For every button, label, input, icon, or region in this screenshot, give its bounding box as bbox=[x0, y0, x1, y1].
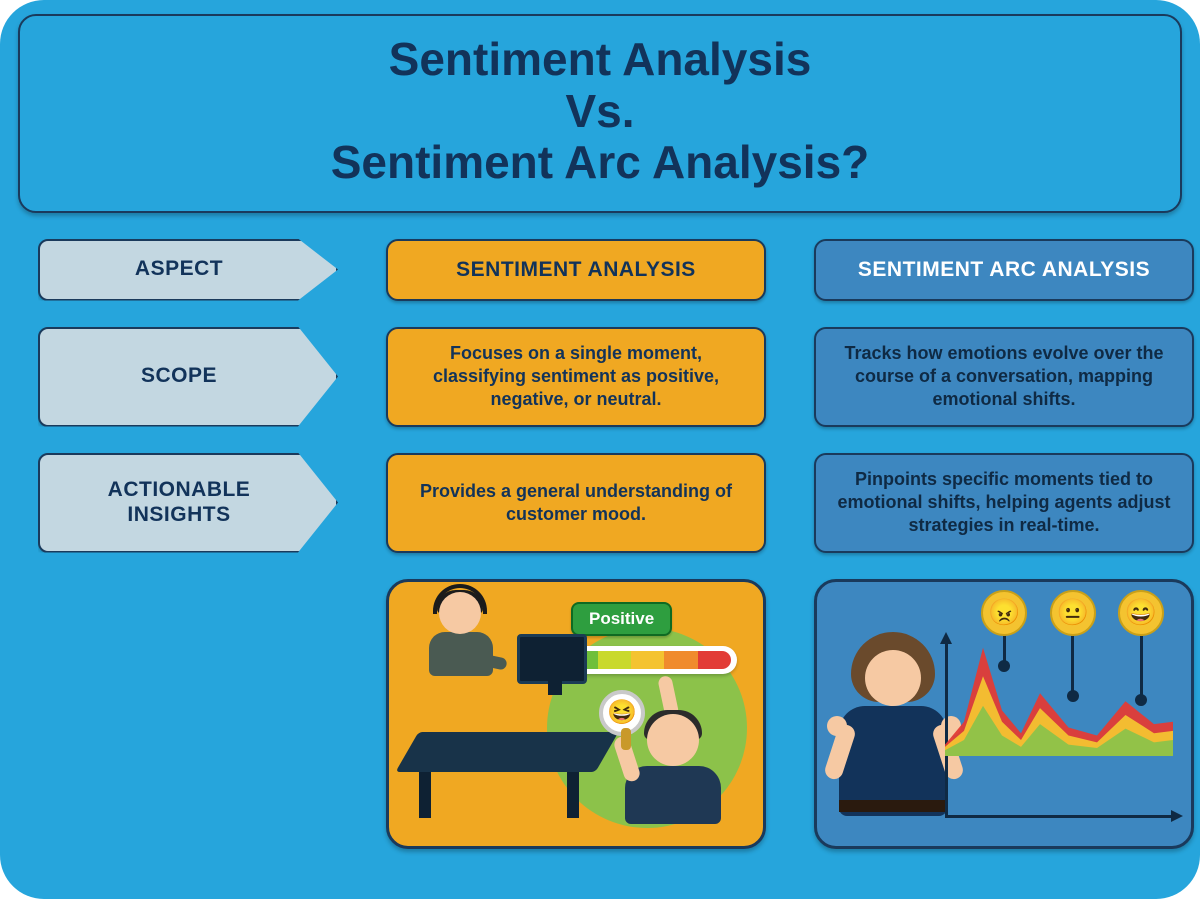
pin-stick bbox=[1003, 636, 1006, 662]
happy-face-icon: 😄 bbox=[1118, 590, 1164, 636]
emoji-paddle-icon: 😆 bbox=[599, 690, 645, 736]
aspect-label-aspect: ASPECT bbox=[38, 239, 338, 301]
pin-stick bbox=[1140, 636, 1143, 696]
monitor-icon bbox=[517, 634, 587, 684]
pin-dot bbox=[998, 660, 1010, 672]
title-line-3: Sentiment Arc Analysis? bbox=[32, 137, 1168, 189]
gauge-seg-3 bbox=[598, 651, 631, 669]
header-text: SENTIMENT ARC ANALYSIS bbox=[858, 258, 1150, 281]
emoji-pin-happy: 😄 bbox=[1118, 590, 1164, 706]
title-line-1: Sentiment Analysis bbox=[32, 34, 1168, 86]
aspect-label-scope: SCOPE bbox=[38, 327, 338, 427]
gauge-tag: Positive bbox=[571, 602, 672, 636]
header-sentiment-analysis: SENTIMENT ANALYSIS bbox=[386, 239, 766, 301]
pin-dot bbox=[1135, 694, 1147, 706]
infographic-canvas: Sentiment Analysis Vs. Sentiment Arc Ana… bbox=[0, 0, 1200, 899]
header-sentiment-arc: SENTIMENT ARC ANALYSIS bbox=[814, 239, 1194, 301]
agent-avatar bbox=[421, 592, 501, 692]
aspect-text: ASPECT bbox=[135, 257, 223, 281]
spacer bbox=[38, 579, 338, 849]
illustration-sentiment-arc: 😠 😐 😄 bbox=[814, 579, 1194, 849]
aspect-text: ACTIONABLE INSIGHTS bbox=[58, 478, 300, 526]
insights-arc-cell: Pinpoints specific moments tied to emoti… bbox=[814, 453, 1194, 553]
cell-text: Provides a general understanding of cust… bbox=[406, 480, 746, 526]
neutral-face-icon: 😐 bbox=[1050, 590, 1096, 636]
arc-chart-axes: 😠😐😄 bbox=[945, 642, 1173, 818]
cell-text: Tracks how emotions evolve over the cour… bbox=[834, 342, 1174, 411]
scope-arc-cell: Tracks how emotions evolve over the cour… bbox=[814, 327, 1194, 427]
illustration-sentiment-analysis: Positive bbox=[386, 579, 766, 849]
title-line-2: Vs. bbox=[32, 86, 1168, 138]
cell-text: Focuses on a single moment, classifying … bbox=[406, 342, 746, 411]
aspect-label-insights: ACTIONABLE INSIGHTS bbox=[38, 453, 338, 553]
gauge-seg-6 bbox=[698, 651, 731, 669]
presenter-avatar bbox=[829, 624, 959, 834]
header-text: SENTIMENT ANALYSIS bbox=[456, 258, 696, 281]
x-axis bbox=[945, 815, 1173, 818]
emoji-pin-neutral: 😐 bbox=[1050, 590, 1096, 702]
paddle-emoji: 😆 bbox=[607, 698, 637, 727]
gauge-tag-text: Positive bbox=[589, 609, 654, 628]
insights-sa-cell: Provides a general understanding of cust… bbox=[386, 453, 766, 553]
title-box: Sentiment Analysis Vs. Sentiment Arc Ana… bbox=[18, 14, 1182, 213]
scope-sa-cell: Focuses on a single moment, classifying … bbox=[386, 327, 766, 427]
gauge-seg-5 bbox=[664, 651, 697, 669]
agent-desk bbox=[407, 674, 607, 824]
gauge-seg-4 bbox=[631, 651, 664, 669]
pin-stick bbox=[1071, 636, 1074, 692]
cell-text: Pinpoints specific moments tied to emoti… bbox=[834, 468, 1174, 537]
pin-dot bbox=[1067, 690, 1079, 702]
angry-face-icon: 😠 bbox=[981, 590, 1027, 636]
emoji-pin-angry: 😠 bbox=[981, 590, 1027, 672]
aspect-text: SCOPE bbox=[141, 364, 217, 388]
comparison-grid: ASPECT SENTIMENT ANALYSIS SENTIMENT ARC … bbox=[18, 239, 1182, 849]
